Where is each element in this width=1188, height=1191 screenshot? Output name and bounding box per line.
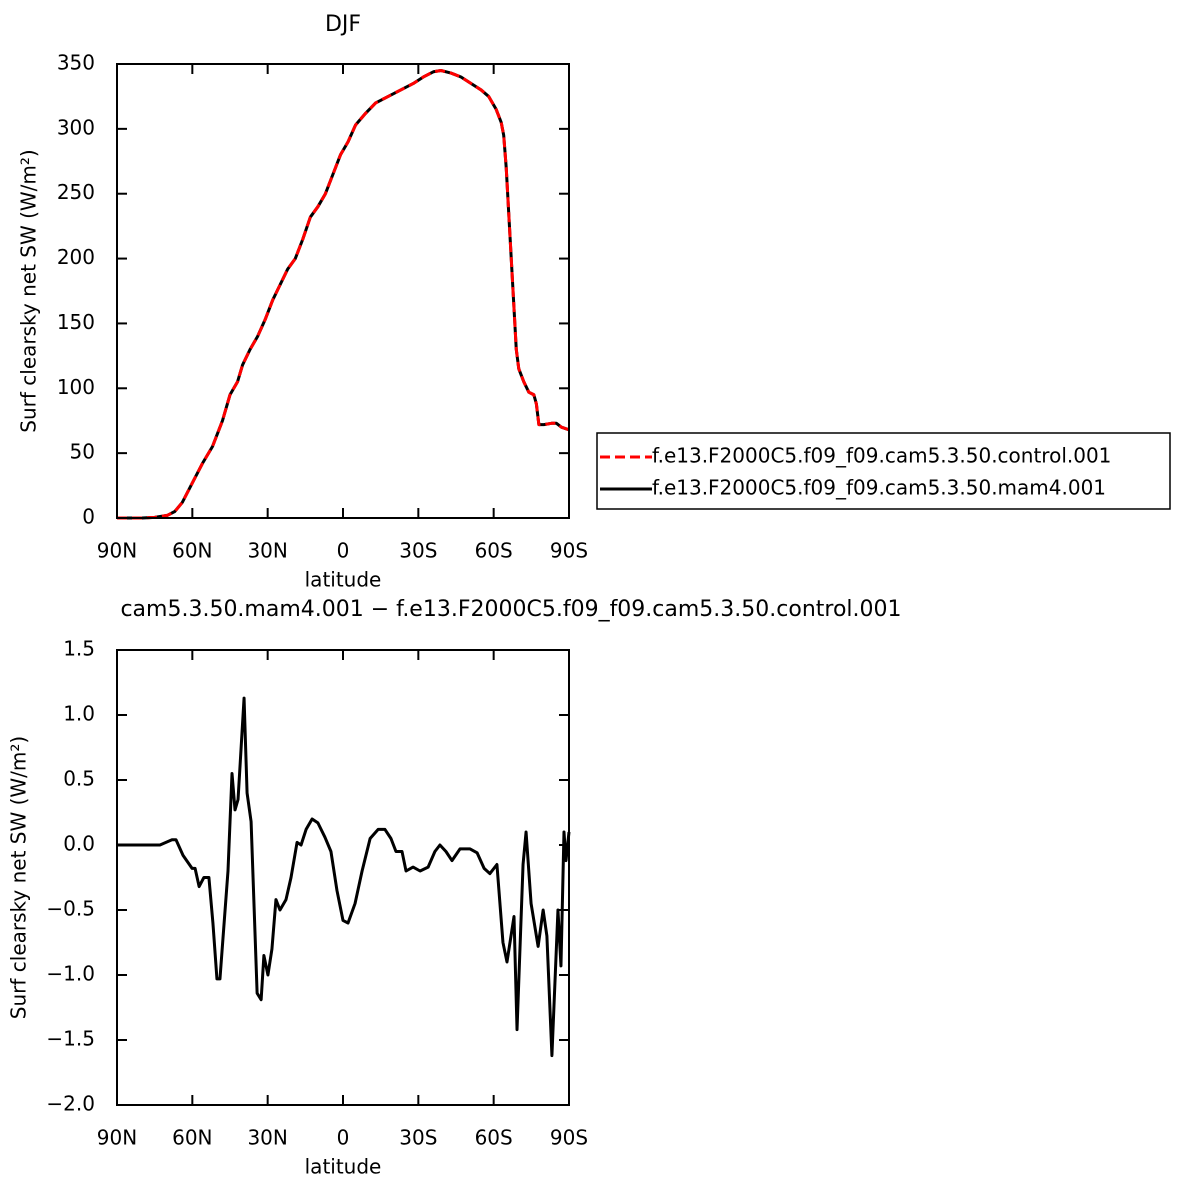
y-tick-label: 0 [82, 505, 95, 529]
x-tick-label: 60N [172, 1126, 212, 1150]
y-tick-label: 150 [57, 310, 95, 334]
y-axis-label: Surf clearsky net SW (W/m²) [17, 149, 41, 432]
x-axis-label: latitude [305, 1155, 382, 1179]
x-tick-label: 60N [172, 539, 212, 563]
y-tick-label: 0.5 [63, 767, 95, 791]
plot-frame [116, 649, 570, 1106]
y-tick-label: 0.0 [63, 832, 95, 856]
x-tick-label: 90S [550, 1126, 588, 1150]
x-tick-label: 30N [247, 1126, 287, 1150]
x-axis-label: latitude [305, 568, 382, 592]
legend-box [596, 432, 1171, 510]
y-tick-label: 1.5 [63, 637, 95, 661]
y-tick-label: −2.0 [46, 1092, 95, 1116]
y-tick-label: −0.5 [46, 897, 95, 921]
x-tick-label: 0 [337, 539, 350, 563]
legend-label: f.e13.F2000C5.f09_f09.cam5.3.50.control.… [652, 444, 1111, 468]
y-tick-label: 1.0 [63, 702, 95, 726]
y-tick-label: 100 [57, 375, 95, 399]
x-tick-label: 90S [550, 539, 588, 563]
x-tick-label: 30S [399, 539, 437, 563]
data-line [117, 696, 571, 1058]
y-tick-label: 300 [57, 115, 95, 139]
data-line [117, 68, 570, 520]
y-tick-label: −1.5 [46, 1027, 95, 1051]
x-tick-label: 60S [475, 539, 513, 563]
x-tick-label: 0 [337, 1126, 350, 1150]
x-tick-label: 60S [475, 1126, 513, 1150]
y-tick-label: −1.0 [46, 962, 95, 986]
chart-title: DJF [325, 12, 361, 37]
y-tick-label: 50 [70, 440, 95, 464]
x-tick-label: 90N [97, 1126, 137, 1150]
y-axis-label: Surf clearsky net SW (W/m²) [7, 736, 31, 1019]
y-tick-label: 250 [57, 180, 95, 204]
legend-label: f.e13.F2000C5.f09_f09.cam5.3.50.mam4.001 [652, 476, 1106, 500]
data-line [117, 68, 570, 520]
x-tick-label: 30N [247, 539, 287, 563]
y-tick-label: 350 [57, 51, 95, 75]
chart-title: cam5.3.50.mam4.001 − f.e13.F2000C5.f09_f… [120, 597, 901, 622]
plot-frame [116, 63, 570, 519]
y-tick-label: 200 [57, 245, 95, 269]
x-tick-label: 30S [399, 1126, 437, 1150]
x-tick-label: 90N [97, 539, 137, 563]
